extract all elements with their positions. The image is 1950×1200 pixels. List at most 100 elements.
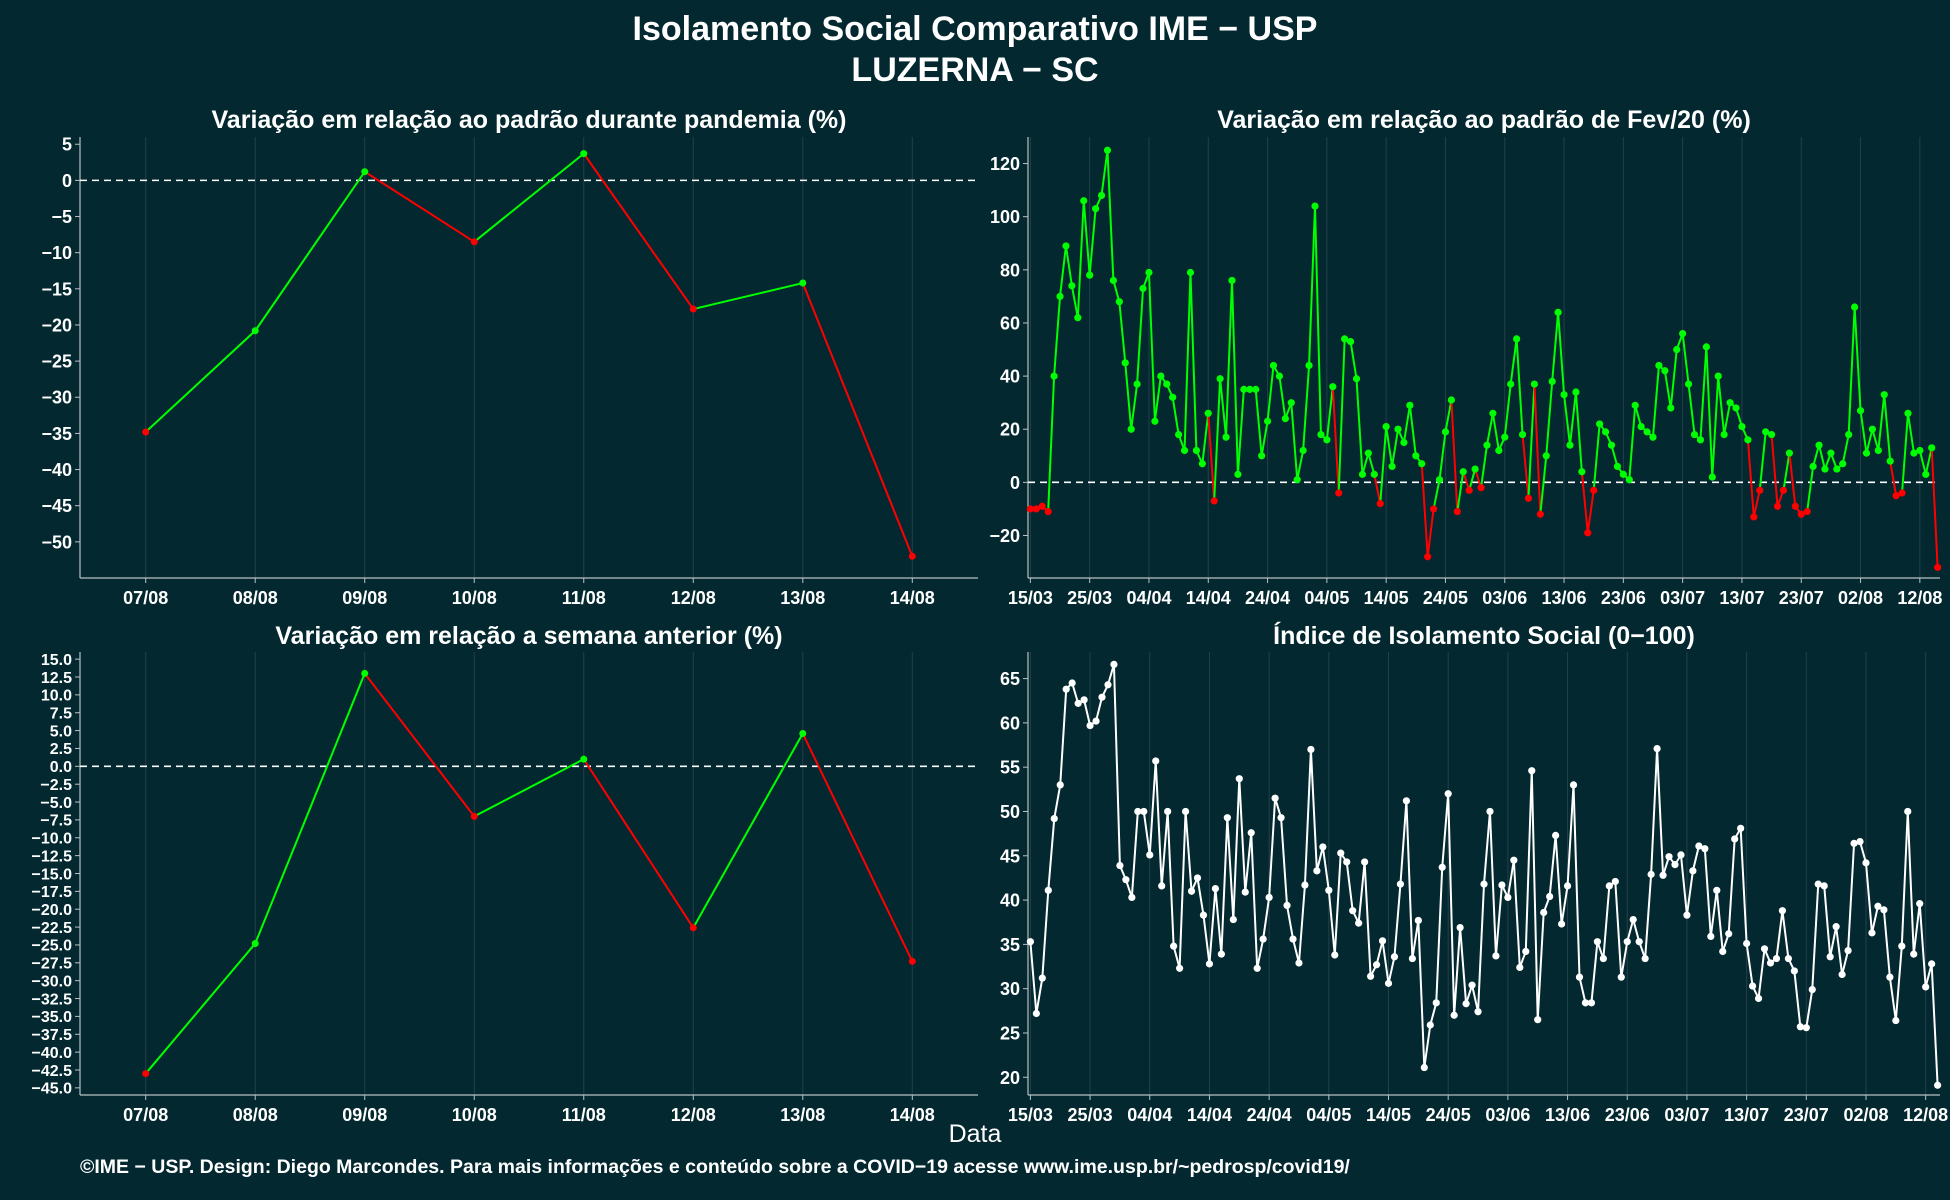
series-segment-indice: [1524, 770, 1533, 952]
data-point-fev20: [1536, 510, 1544, 518]
data-point-indice: [1289, 935, 1297, 943]
data-point-fev20: [1370, 470, 1378, 478]
data-point-fev20: [1572, 388, 1580, 396]
series-segment-indice: [1578, 976, 1587, 1004]
series-segment-fev20: [1521, 434, 1530, 499]
data-point-indice: [1754, 994, 1763, 1003]
x-tick-label-fev20: 02/08: [1838, 588, 1883, 608]
data-point-indice: [1116, 861, 1124, 870]
data-point-fev20: [1750, 513, 1758, 521]
data-point-fev20: [1477, 484, 1485, 492]
data-point-pandemia: [580, 150, 588, 158]
series-segment-indice: [1083, 699, 1092, 726]
data-point-fev20: [1435, 476, 1444, 484]
data-point-fev20: [1086, 271, 1094, 279]
x-tick-label-pandemia: 08/08: [233, 588, 278, 608]
series-segment-fev20: [1355, 378, 1364, 475]
y-tick-label-pandemia: 0: [62, 171, 72, 191]
data-point-indice: [1486, 807, 1494, 816]
series-segment-indice: [1650, 748, 1659, 875]
data-point-fev20: [1910, 449, 1918, 457]
series-segment-fev20: [1859, 410, 1868, 454]
series-segment-indice: [1202, 915, 1211, 964]
series-segment-fev20: [1563, 394, 1571, 446]
data-point-indice: [1653, 744, 1661, 753]
series-segment-fev20: [1331, 386, 1340, 494]
series-segment-indice: [1309, 749, 1318, 871]
x-tick-label-semana: 14/08: [890, 1105, 935, 1125]
series-segment-fev20: [1189, 272, 1198, 451]
data-point-fev20: [1097, 191, 1106, 200]
x-tick-label-fev20: 04/05: [1304, 588, 1349, 608]
chart-pandemia: 5 0 −5 −10 −15 −20 −25 −30 −35 −40 −45 −50 07/08 08/0…: [41, 106, 978, 608]
y-tick-label-indice: 60: [1000, 713, 1020, 733]
series-segment-fev20: [1812, 444, 1820, 467]
data-point-indice: [1223, 814, 1231, 822]
series-segment-fev20: [1130, 383, 1139, 430]
data-point-indice: [1038, 974, 1046, 982]
x-tick-label-indice: 12/08: [1903, 1105, 1948, 1125]
data-point-fev20: [1305, 361, 1313, 370]
x-tick-label-fev20: 13/06: [1542, 588, 1587, 608]
data-point-indice: [1683, 911, 1691, 919]
y-tick-label-pandemia: −30: [41, 388, 72, 408]
y-tick-label-fev20: 60: [1000, 313, 1020, 333]
series-segment-semana: [254, 673, 366, 944]
data-point-fev20: [1157, 372, 1165, 380]
data-point-indice: [1510, 856, 1518, 864]
data-point-fev20: [1607, 441, 1616, 449]
data-point-fev20: [1311, 202, 1319, 210]
data-point-fev20: [1518, 430, 1527, 439]
series-segment-fev20: [1136, 288, 1145, 385]
data-point-indice: [1552, 831, 1560, 840]
data-point-fev20: [1091, 205, 1100, 213]
data-point-indice: [1629, 915, 1637, 924]
series-segment-indice: [1590, 941, 1599, 1003]
series-segment-indice: [1882, 909, 1891, 978]
series-segment-fev20: [1118, 301, 1127, 363]
data-point-indice: [1366, 972, 1375, 980]
series-segment-indice: [1184, 811, 1193, 892]
x-tick-label-indice: 04/04: [1127, 1105, 1172, 1125]
data-point-indice: [1343, 858, 1351, 866]
data-point-indice: [1181, 807, 1190, 816]
series-segment-fev20: [1889, 460, 1898, 496]
data-point-fev20: [1341, 335, 1349, 343]
data-point-fev20: [1643, 428, 1651, 436]
x-tick-label-semana: 11/08: [562, 1105, 606, 1125]
data-point-fev20: [1625, 476, 1633, 484]
data-point-fev20: [1803, 507, 1811, 516]
data-point-fev20: [1441, 428, 1450, 436]
data-point-fev20: [1447, 396, 1455, 404]
data-point-fev20: [1773, 502, 1782, 510]
series-segment-indice: [1029, 941, 1038, 1014]
data-point-fev20: [1566, 441, 1574, 449]
y-tick-label-indice: 40: [1000, 891, 1020, 911]
footer-credits: ©IME − USP. Design: Diego Marcondes. Par…: [80, 1156, 1350, 1178]
series-segment-fev20: [1236, 389, 1245, 475]
series-segment-indice: [1035, 977, 1044, 1014]
data-point-fev20: [1584, 529, 1592, 537]
data-point-indice: [1378, 937, 1387, 945]
data-point-indice: [1557, 920, 1566, 928]
data-point-indice: [1623, 938, 1631, 946]
data-point-fev20: [1074, 314, 1082, 322]
x-tick-label-fev20: 23/07: [1779, 588, 1824, 608]
data-point-pandemia: [361, 168, 369, 176]
data-point-indice: [1898, 942, 1906, 950]
series-segment-fev20: [1124, 362, 1133, 430]
data-point-fev20: [1513, 335, 1521, 343]
data-point-indice: [1432, 999, 1440, 1007]
series-segment-fev20: [1782, 452, 1791, 491]
data-point-fev20: [1856, 407, 1865, 415]
series-segment-indice: [1530, 770, 1539, 1020]
y-tick-label-pandemia: −35: [41, 424, 72, 444]
data-point-indice: [1295, 959, 1303, 967]
series-segment-indice: [1178, 811, 1187, 969]
data-point-fev20: [1495, 446, 1503, 455]
series-segment-indice: [1906, 811, 1915, 955]
data-point-fev20: [1026, 505, 1034, 513]
data-point-indice: [1760, 945, 1769, 953]
data-point-fev20: [1744, 436, 1752, 444]
data-point-fev20: [1631, 401, 1639, 409]
